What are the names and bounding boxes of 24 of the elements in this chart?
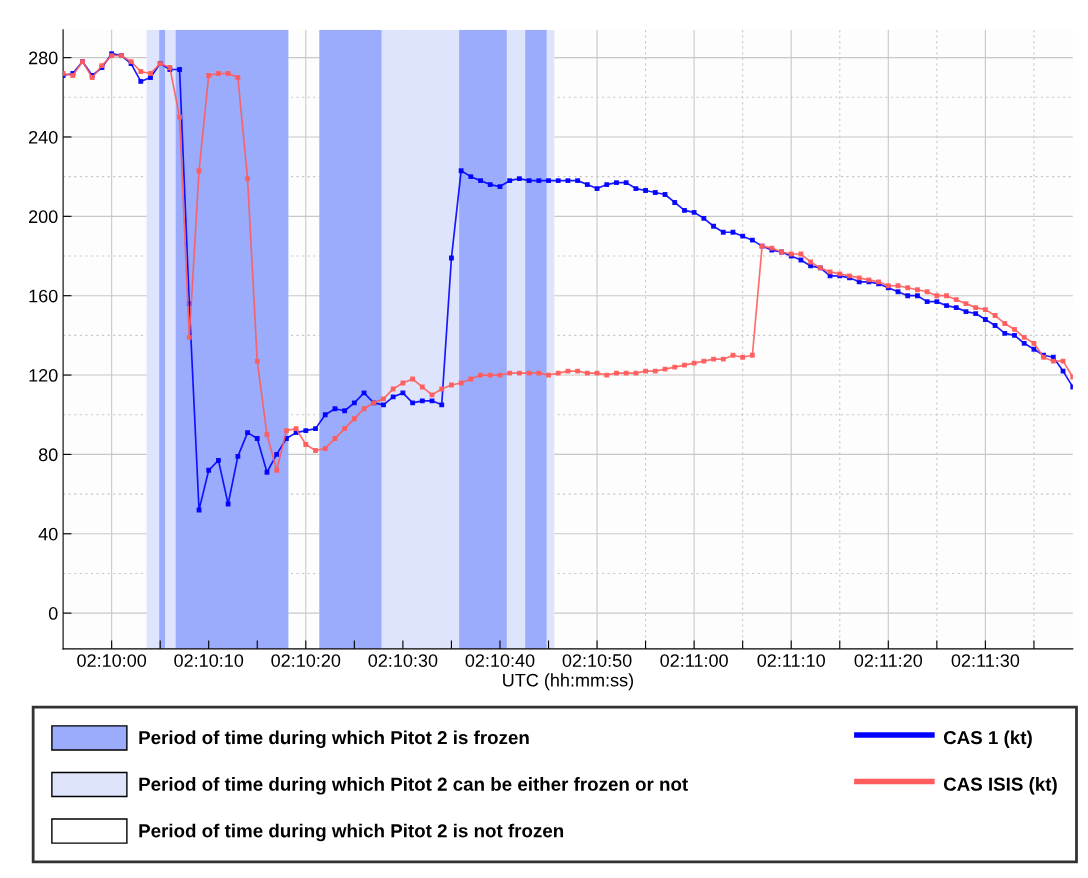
- text: Period of time during which Pitot 2 is not frozen: [139, 823, 564, 842]
- x-tick-label: 02:10:20: [271, 654, 341, 667]
- x-tick-label: 02:10:40: [465, 654, 535, 667]
- x-tick-label: 02:11:30: [951, 654, 1020, 667]
- y-tick-label: 280: [29, 51, 58, 65]
- legend-label: CAS 1 (kt): [943, 730, 1032, 748]
- x-tick-label: 02:10:00: [77, 654, 147, 667]
- y-tick-label: 160: [29, 289, 58, 303]
- y-tick-label: 120: [29, 368, 58, 382]
- x-tick-label: 02:10:30: [368, 654, 438, 667]
- y-tick-label: 240: [29, 130, 58, 144]
- y-tick-label: 80: [38, 448, 58, 462]
- y-tick-label: 40: [38, 527, 58, 541]
- x-tick-label: 02:11:10: [757, 654, 825, 667]
- x-axis-title: UTC (hh:mm:ss): [503, 673, 634, 691]
- legend-label: CAS ISIS (kt): [943, 777, 1057, 795]
- x-tick-label: 02:11:20: [854, 654, 923, 667]
- x-tick-label: 02:10:10: [174, 654, 244, 667]
- x-tick-label: 02:11:00: [660, 654, 728, 667]
- y-tick-label: 0: [48, 607, 58, 620]
- legend-label: Period of time during which Pitot 2 can be either frozen or not: [139, 777, 688, 795]
- y-tick-label: 200: [29, 210, 58, 224]
- legend-label: Period of time during which Pitot 2 is frozen: [139, 730, 529, 749]
- x-tick-label: 02:10:50: [562, 654, 632, 667]
